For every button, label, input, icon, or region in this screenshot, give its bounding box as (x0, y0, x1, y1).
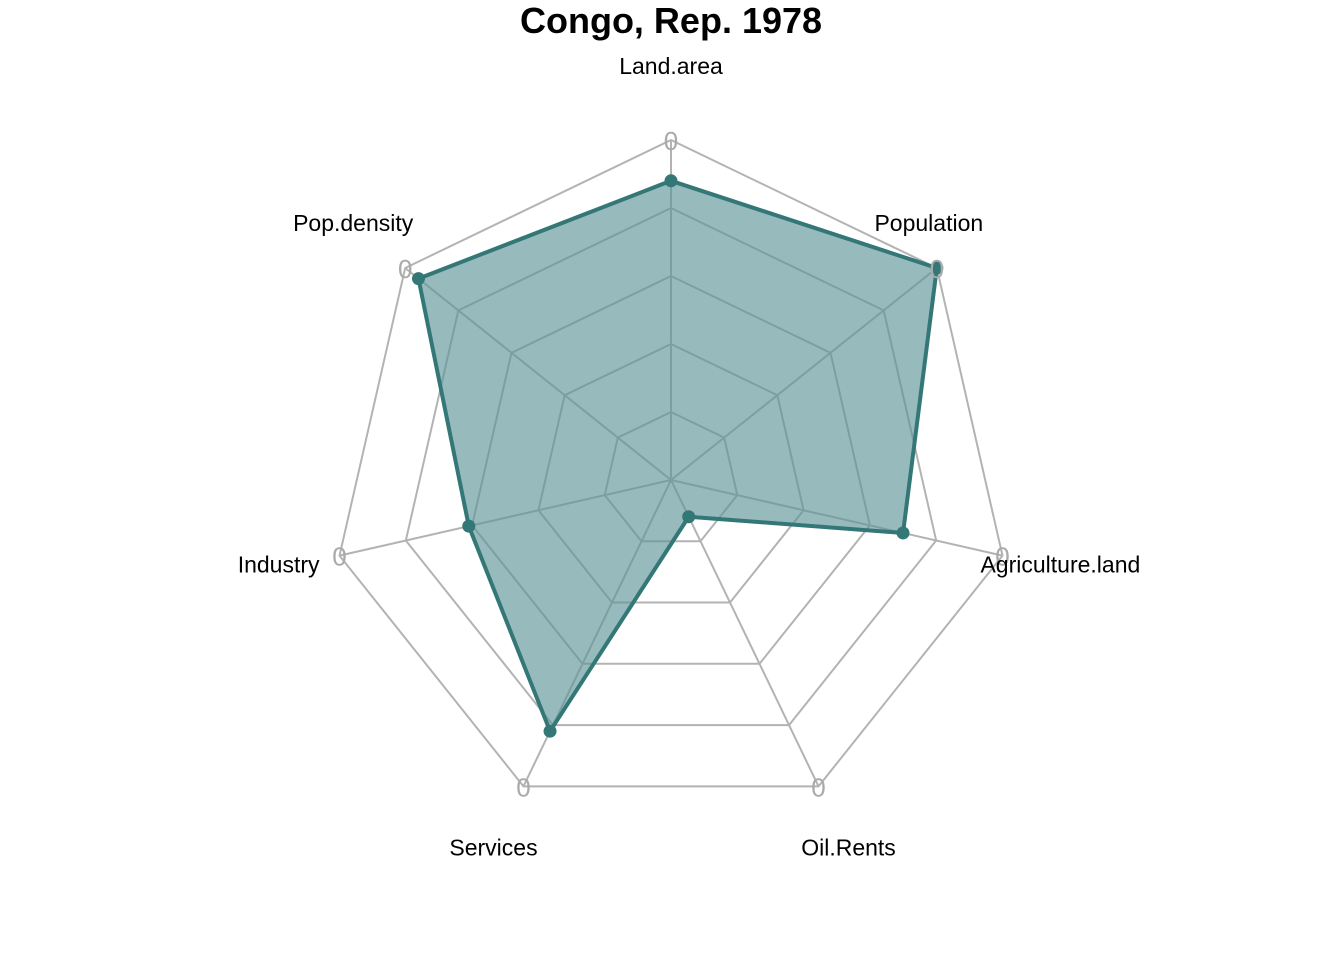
axis-label-agriculture-land: Agriculture.land (980, 552, 1140, 578)
tick-label-zero: 0 (811, 772, 825, 802)
data-point-services (543, 724, 557, 738)
series-area (411, 174, 944, 738)
grid-ring-5 (338, 138, 1004, 788)
axis-label-services: Services (449, 834, 537, 860)
grid-spoke-oil-rents (670, 479, 820, 787)
axis-label-oil-rents: Oil.Rents (801, 834, 896, 860)
tick-label-zero: 0 (664, 126, 678, 156)
data-point-pop-density (411, 272, 425, 286)
chart-title: Congo, Rep. 1978 (520, 0, 822, 41)
axis-label-pop-density: Pop.density (293, 210, 414, 236)
axis-labels: 0 0 0 0 0 0 0 Land.area Population Agriculture.la… (238, 53, 1141, 860)
tick-label-zero: 0 (332, 542, 346, 572)
data-point-agriculture-land (896, 526, 910, 540)
axis-label-land-area: Land.area (619, 53, 723, 79)
axis-label-industry: Industry (238, 552, 320, 578)
data-point-population (930, 261, 944, 275)
series-polygon (416, 178, 939, 734)
axis-label-population: Population (874, 210, 983, 236)
data-point-oil-rents (682, 510, 696, 524)
data-point-land-area (664, 174, 678, 188)
tick-label-zero: 0 (516, 772, 530, 802)
tick-label-zero: 0 (995, 542, 1009, 572)
tick-label-zero: 0 (930, 254, 944, 284)
data-point-industry (462, 519, 476, 533)
tick-label-zero: 0 (398, 254, 412, 284)
